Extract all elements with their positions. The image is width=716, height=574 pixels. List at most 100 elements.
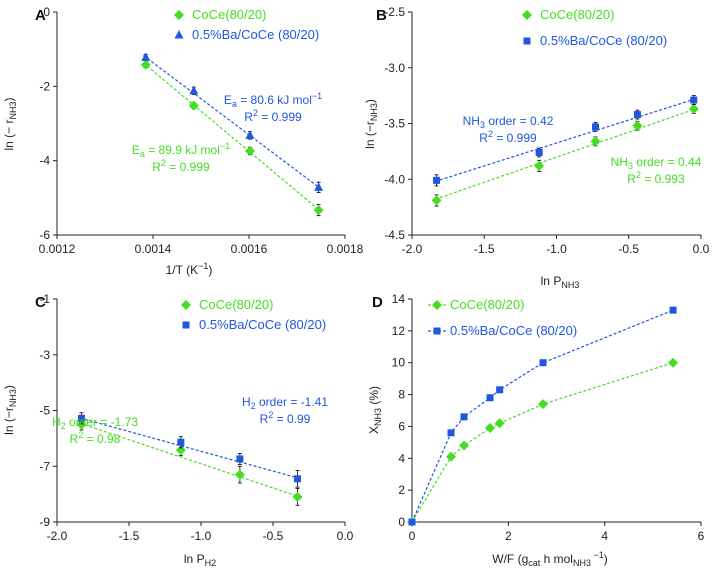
data-point (668, 357, 679, 368)
x-tick-label: -1.5 (474, 242, 495, 256)
annotation-text: R2 = 0.999 (244, 108, 302, 124)
axes (56, 12, 345, 236)
y-tick-label: 6 (398, 419, 405, 433)
data-point (534, 160, 545, 171)
y-tick-label: -2 (39, 79, 50, 93)
fit-line (143, 62, 322, 213)
data-point (669, 306, 677, 314)
data-point (633, 111, 641, 119)
x-tick-label: -2.0 (402, 242, 423, 256)
data-point (459, 440, 470, 451)
y-axis-label: XNH3 (%) (367, 386, 383, 434)
series-coce: CoCe(80/20) (140, 7, 324, 217)
annotation-text: H2 order = -1.73 (52, 415, 138, 431)
x-tick-label: 0.0016 (231, 242, 268, 256)
y-tick-label: -4 (39, 154, 50, 168)
data-point (293, 475, 301, 483)
y-axis-label: ln (− rNH3) (2, 97, 18, 150)
series-coce: CoCe(80/20) (407, 297, 679, 527)
x-tick-label: 0.0 (337, 529, 354, 543)
panel-b: B-2.5 -3.0 -3.5 -4.0 -4.5-2.0 -1.5 -1.0 -0.5 0.0… (363, 5, 710, 290)
fit-line (79, 417, 300, 479)
y-tick-label: 14 (392, 292, 406, 306)
series-line (411, 309, 674, 523)
series-ba-coce: 0.5%Ba/CoCe (80/20) (141, 27, 324, 194)
y-tick-label: -3.0 (384, 61, 405, 75)
data-point (77, 414, 85, 422)
data-point (632, 120, 643, 131)
axes (56, 299, 345, 523)
fit-line (79, 422, 300, 498)
legend-marker (174, 10, 184, 20)
x-tick-label: -1.5 (119, 529, 140, 543)
x-tick-label: -0.5 (263, 529, 284, 543)
legend-label: 0.5%Ba/CoCe (80/20) (192, 27, 319, 42)
x-tick-label: 0.0014 (135, 242, 172, 256)
data-point (314, 182, 324, 191)
legend-label: 0.5%Ba/CoCe (80/20) (199, 317, 326, 332)
x-tick-label: 0.0012 (39, 242, 76, 256)
data-point (141, 52, 151, 61)
annotation-text: R2 = 0.993 (627, 170, 685, 186)
data-point (236, 455, 244, 463)
x-tick-label: -1.0 (546, 242, 567, 256)
y-tick-label: -1 (39, 292, 50, 306)
annotation-text: Ea = 80.6 kJ mol−1 (224, 91, 322, 109)
data-point (535, 148, 543, 156)
data-point (494, 418, 505, 429)
y-axis-label: ln (−rNH3) (2, 385, 18, 435)
data-point (234, 469, 245, 480)
x-tick-label: -0.5 (618, 242, 639, 256)
legend-label: CoCe(80/20) (450, 297, 524, 312)
data-point (76, 419, 87, 430)
x-tick-label: 2 (505, 529, 512, 543)
data-point (447, 429, 455, 437)
legend-marker (432, 300, 442, 310)
data-point (590, 136, 601, 147)
y-tick-label: 0 (398, 515, 405, 529)
fit-line (434, 108, 696, 200)
data-point (177, 438, 185, 446)
series-coce: CoCe(80/20) (431, 7, 699, 207)
panel-a: A0 -2 -4 -60.0012 0.0014 0.0016 0.0018 1/T (K−1… (2, 5, 364, 277)
data-point (446, 451, 457, 462)
x-axis-label: ln PH2 (184, 552, 216, 568)
y-tick-label: -7 (39, 459, 50, 473)
data-point (592, 123, 600, 131)
data-point (431, 195, 442, 206)
legend-label: CoCe(80/20) (540, 7, 614, 22)
annotation-text: R2 = 0.999 (479, 129, 537, 145)
data-point (690, 96, 698, 104)
x-tick-label: 0.0018 (327, 242, 364, 256)
y-tick-label: 2 (398, 483, 405, 497)
y-tick-label: -3.5 (384, 117, 405, 131)
x-axis-label: W/F (gcat h molNH3 −1) (492, 550, 607, 568)
y-tick-label: -2.5 (384, 5, 405, 19)
x-tick-label: -1.0 (191, 529, 212, 543)
annotation-text: R2 = 0.99 (260, 410, 311, 426)
series-ba-coce: 0.5%Ba/CoCe (80/20) (408, 306, 677, 526)
y-tick-label: -6 (39, 228, 50, 242)
data-point (433, 176, 441, 184)
data-point (245, 130, 255, 139)
fit-line (434, 98, 696, 183)
y-tick-label: 0 (43, 5, 50, 19)
data-point (496, 386, 504, 394)
series-line (411, 362, 674, 523)
y-tick-label: 4 (398, 451, 405, 465)
annotation-text: R2 = 0.999 (152, 158, 210, 174)
data-point (538, 399, 549, 410)
data-point (460, 413, 468, 421)
panel-label: A (35, 7, 46, 24)
x-tick-label: -2.0 (47, 529, 68, 543)
legend-label: CoCe(80/20) (199, 297, 273, 312)
y-tick-label: -3 (39, 348, 50, 362)
data-point (486, 394, 494, 402)
data-point (244, 146, 255, 157)
panel-label: C (35, 294, 46, 311)
legend-label: 0.5%Ba/CoCe (80/20) (450, 323, 577, 338)
legend-label: 0.5%Ba/CoCe (80/20) (540, 33, 667, 48)
annotation-text: NH3 order = 0.42 (463, 114, 554, 130)
data-point (140, 59, 151, 70)
